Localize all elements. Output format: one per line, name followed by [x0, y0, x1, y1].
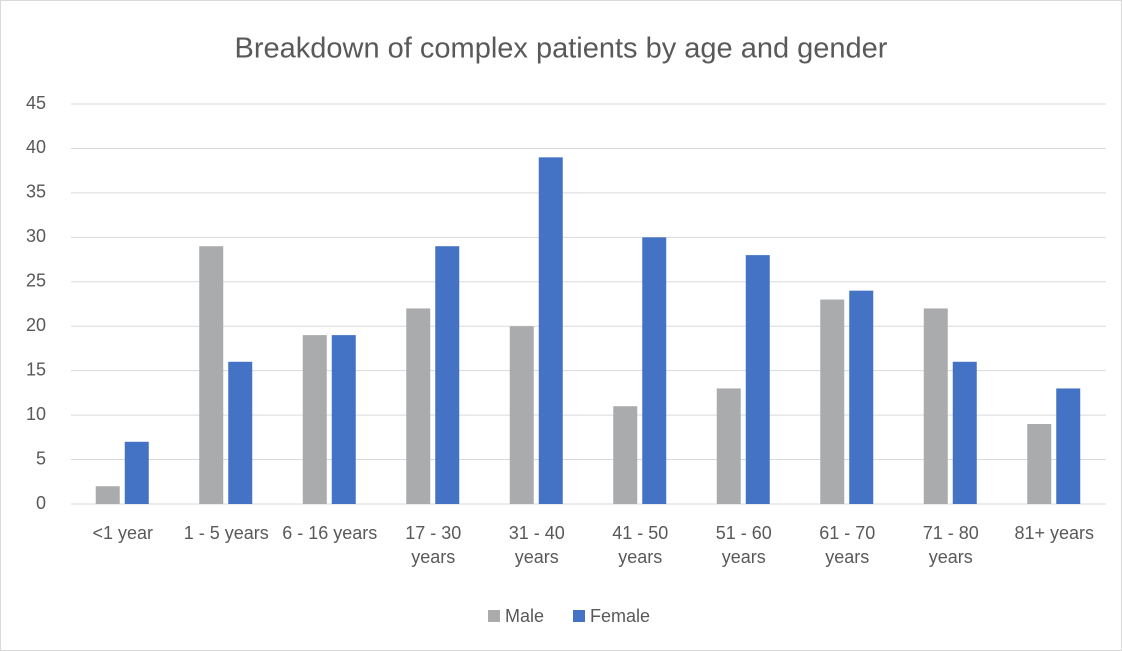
y-tick-label: 35	[26, 182, 46, 202]
y-tick-label: 25	[26, 271, 46, 291]
y-tick-label: 10	[26, 404, 46, 424]
y-tick-label: 30	[26, 226, 46, 246]
legend-label: Female	[590, 606, 650, 626]
y-tick-label: 20	[26, 315, 46, 335]
bar	[849, 290, 874, 504]
chart-title: Breakdown of complex patients by age and…	[235, 33, 888, 65]
bar	[124, 441, 149, 504]
x-tick-label: 6 - 16 years	[282, 523, 378, 543]
x-tick-label: 51 - 60 years	[715, 523, 772, 567]
bar	[331, 335, 356, 504]
bar	[923, 308, 948, 504]
y-tick-label: 5	[36, 448, 46, 468]
bar	[820, 299, 845, 504]
x-tick-label: 81+ years	[1014, 523, 1095, 543]
x-tick-label: 61 - 70 years	[819, 523, 876, 567]
x-tick-label: <1 year	[92, 523, 154, 543]
x-tick-label: 17 - 30 years	[405, 523, 462, 567]
x-tick-label: 41 - 50 years	[612, 523, 669, 567]
bar	[538, 157, 563, 505]
legend-label: Male	[505, 606, 544, 626]
bar	[745, 255, 770, 504]
x-tick-label: 31 - 40 years	[508, 523, 565, 567]
y-tick-label: 40	[26, 137, 46, 157]
y-tick-label: 45	[26, 93, 46, 113]
legend-swatch	[573, 610, 585, 622]
bar	[435, 246, 460, 504]
x-tick-label: 1 - 5 years	[183, 523, 269, 543]
bar	[1056, 388, 1081, 504]
x-tick-label: 71 - 80 years	[922, 523, 979, 567]
bar	[228, 361, 253, 504]
y-tick-label: 0	[36, 493, 46, 513]
bar	[302, 335, 327, 504]
legend-swatch	[488, 610, 500, 622]
bar	[509, 326, 534, 504]
bar	[95, 486, 120, 504]
bar	[952, 361, 977, 504]
y-tick-label: 15	[26, 359, 46, 379]
bar	[1027, 424, 1052, 504]
bar	[406, 308, 431, 504]
bar	[642, 237, 667, 505]
bar	[716, 388, 741, 504]
bar	[613, 406, 638, 504]
bar	[199, 246, 224, 504]
